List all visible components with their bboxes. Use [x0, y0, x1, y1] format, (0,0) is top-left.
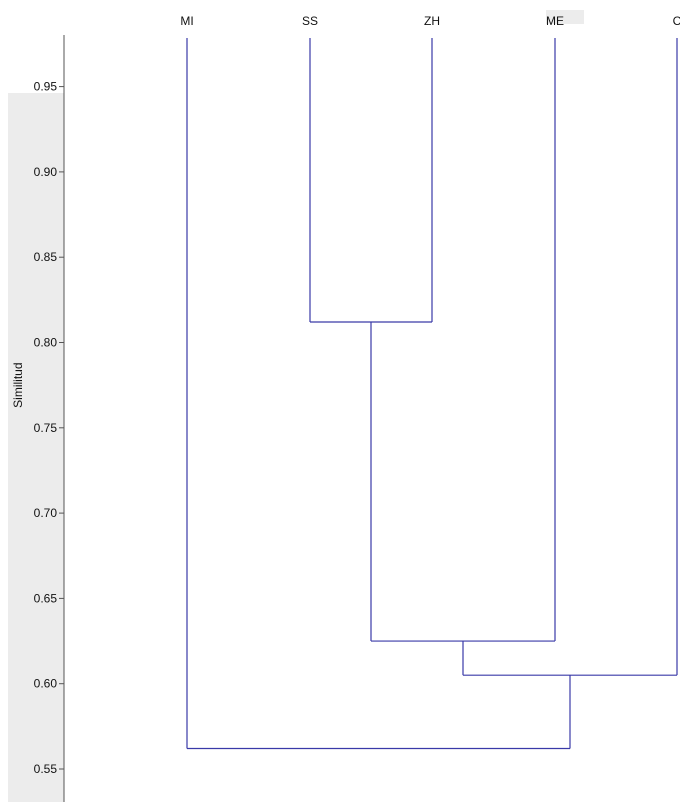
y-tick-label: 0.70 — [34, 506, 58, 520]
y-tick-label: 0.55 — [34, 762, 58, 776]
y-tick-label: 0.80 — [34, 336, 58, 350]
y-tick-label: 0.90 — [34, 165, 58, 179]
merge-link — [370, 38, 556, 642]
merge-link — [186, 38, 571, 750]
merge-link — [309, 38, 433, 323]
y-tick-label: 0.85 — [34, 250, 58, 264]
leaf-labels: MI SS ZH ME C — [180, 14, 680, 28]
y-tick-label: 0.75 — [34, 421, 58, 435]
y-tick-label: 0.60 — [34, 677, 58, 691]
dendrogram-tree — [186, 38, 678, 750]
y-axis: 0.95 0.90 0.85 0.80 0.75 0.70 0.65 0.60 0.55 — [34, 35, 65, 802]
merge-link — [462, 38, 678, 676]
leaf-label-mi: MI — [180, 14, 193, 28]
axis-panel-background — [8, 93, 64, 802]
leaf-label-c: C — [673, 14, 680, 28]
y-axis-title: Similitud — [11, 362, 25, 407]
y-tick-label: 0.65 — [34, 591, 58, 605]
leaf-label-ss: SS — [302, 14, 318, 28]
label-highlight-patch — [546, 10, 584, 24]
leaf-label-zh: ZH — [424, 14, 440, 28]
y-tick-label: 0.95 — [34, 80, 58, 94]
leaf-label-me: ME — [546, 14, 564, 28]
